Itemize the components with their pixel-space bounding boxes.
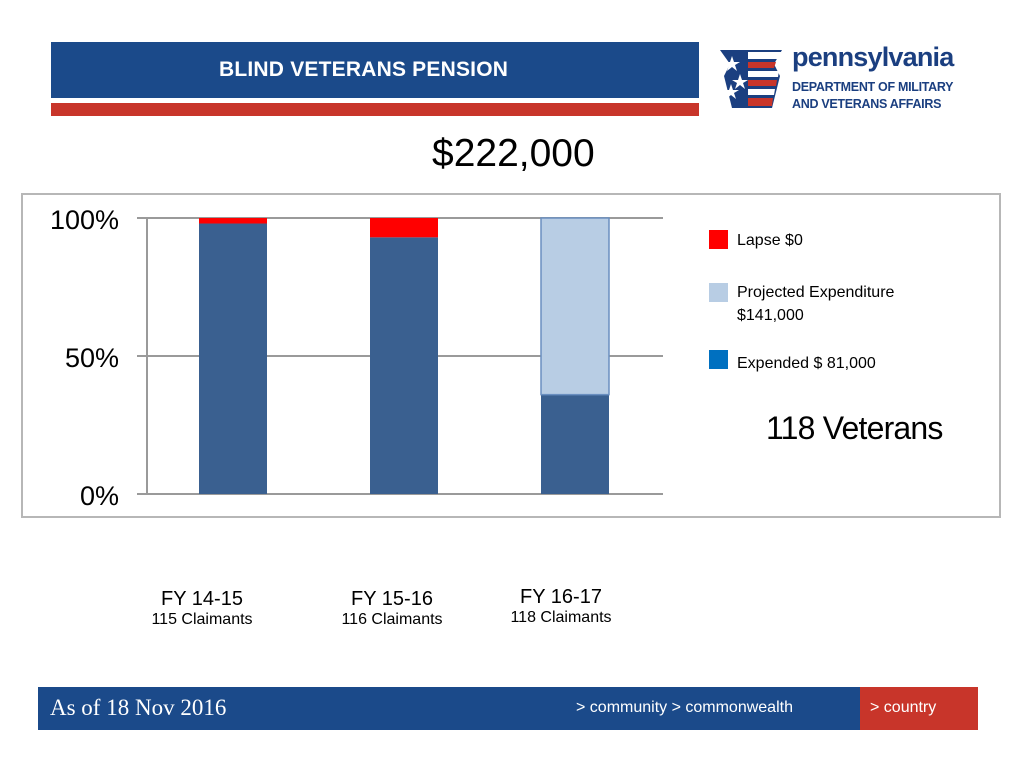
bar-segment <box>370 237 438 494</box>
legend-label-projected-2: $141,000 <box>737 307 804 324</box>
footer-country-block: > country <box>860 687 978 730</box>
footer-country-text: > country <box>870 699 937 716</box>
category-name: FY 14-15 <box>161 588 243 610</box>
footer-bar: As of 18 Nov 2016 > community > commonwe… <box>38 687 978 730</box>
bar-segment <box>540 217 610 396</box>
logo-subline-2: AND VETERANS AFFAIRS <box>792 97 942 111</box>
y-tick-label: 0% <box>80 481 119 511</box>
legend-label-projected-1: Projected Expenditure <box>737 284 895 301</box>
category-label-fy1617: FY 16-17 118 Claimants <box>461 586 661 627</box>
category-label-fy1516: FY 15-16 116 Claimants <box>292 588 492 629</box>
total-amount: $222,000 <box>432 132 595 175</box>
title-bar: BLIND VETERANS PENSION <box>51 42 699 98</box>
category-name: FY 16-17 <box>520 586 602 608</box>
bar-segment <box>370 218 438 238</box>
category-label-fy1415: FY 14-15 115 Claimants <box>102 588 302 629</box>
legend-label-expended: Expended $ 81,000 <box>737 355 876 372</box>
category-claimants: 118 Claimants <box>510 609 612 626</box>
bar-segment <box>199 218 267 224</box>
y-tick-label: 100% <box>50 205 119 235</box>
y-tick-label: 50% <box>65 343 119 373</box>
veterans-count: 118 Veterans <box>766 410 943 446</box>
logo-wordmark: pennsylvania <box>792 42 954 72</box>
legend-swatch-projected <box>709 283 728 302</box>
chart-frame: 0% 50% 100% Lapse $0 Projected Expenditure… <box>21 193 1001 518</box>
stacked-bar-chart: 0% 50% 100% <box>50 205 663 511</box>
keystone-flag-icon <box>720 50 782 108</box>
category-claimants: 115 Claimants <box>151 611 253 628</box>
logo-subline-1: DEPARTMENT OF MILITARY <box>792 80 954 94</box>
category-claimants: 116 Claimants <box>341 611 443 628</box>
legend-swatch-expended <box>709 350 728 369</box>
footer-tagline: > community > commonwealth <box>576 699 793 716</box>
bar-segment <box>541 394 609 494</box>
as-of-date: As of 18 Nov 2016 <box>50 695 227 720</box>
title-underline <box>51 103 699 116</box>
category-name: FY 15-16 <box>351 588 433 610</box>
legend-label-lapse: Lapse $0 <box>737 232 803 249</box>
bar-segment <box>199 223 267 494</box>
page-title: BLIND VETERANS PENSION <box>219 58 509 81</box>
agency-logo: pennsylvania DEPARTMENT OF MILITARY AND … <box>718 42 978 114</box>
legend-swatch-lapse <box>709 230 728 249</box>
